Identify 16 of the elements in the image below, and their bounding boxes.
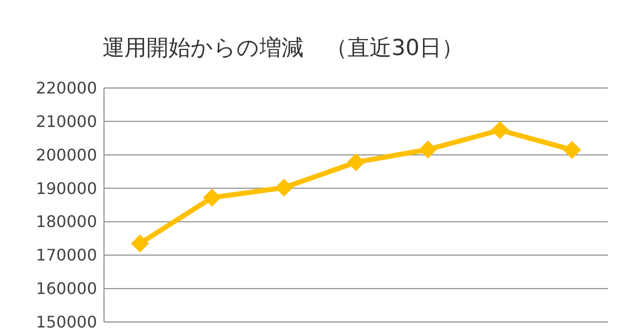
y-tick-label: 200000 bbox=[36, 145, 97, 164]
y-tick-label: 190000 bbox=[36, 178, 97, 198]
point bbox=[275, 178, 293, 197]
point bbox=[347, 153, 365, 172]
y-tick-label: 180000 bbox=[36, 212, 97, 232]
y-tick-label: 220000 bbox=[36, 78, 97, 98]
chart-title: 運用開始からの増減 （直近30日） bbox=[102, 36, 464, 61]
point bbox=[203, 188, 221, 207]
point bbox=[131, 234, 149, 252]
y-tick-label: 170000 bbox=[36, 246, 97, 265]
point bbox=[419, 140, 437, 159]
y-tick-label: 150000 bbox=[36, 312, 97, 332]
point bbox=[563, 140, 581, 159]
point bbox=[491, 121, 509, 140]
y-tick-label: 160000 bbox=[36, 279, 97, 298]
y-tick-label: 210000 bbox=[36, 112, 97, 131]
